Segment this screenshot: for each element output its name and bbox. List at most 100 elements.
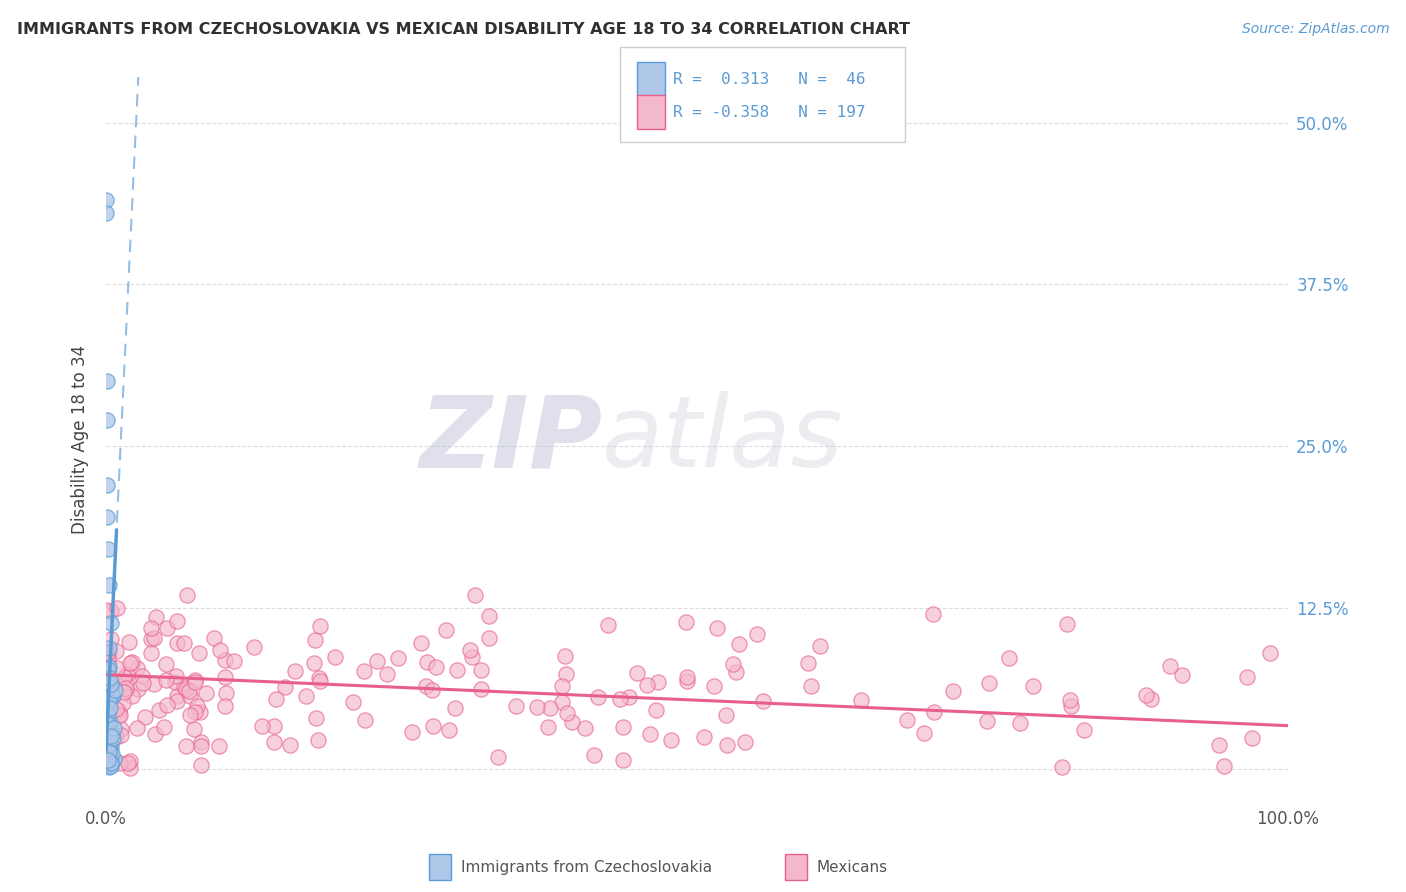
Point [174, 682, 197, 697]
Point [179, 708, 201, 723]
Point [307, 732, 329, 747]
Point [97, 651, 120, 665]
Point [118, 656, 141, 670]
Point [422, 718, 444, 732]
Point [214, 698, 236, 713]
Point [703, 679, 725, 693]
Text: atlas: atlas [602, 391, 844, 488]
Point [96, 206, 118, 220]
Y-axis label: Disability Age 18 to 34: Disability Age 18 to 34 [72, 345, 89, 534]
Point [752, 694, 775, 708]
Point [444, 701, 467, 715]
Point [190, 735, 212, 749]
Point [998, 651, 1021, 665]
Point [96, 477, 118, 491]
Point [411, 636, 433, 650]
Point [304, 633, 326, 648]
Point [280, 738, 302, 752]
Point [1060, 698, 1083, 713]
Point [675, 673, 697, 688]
Point [156, 622, 179, 636]
Point [375, 666, 398, 681]
Point [139, 646, 162, 660]
Point [166, 690, 188, 704]
Point [163, 675, 186, 690]
Point [100, 632, 122, 646]
Point [118, 761, 141, 775]
Point [103, 731, 125, 745]
Point [609, 691, 631, 706]
Point [103, 752, 125, 766]
Point [645, 703, 668, 717]
Point [96, 375, 118, 389]
Point [716, 708, 738, 723]
Point [425, 659, 447, 673]
Point [1073, 723, 1095, 737]
Point [105, 702, 128, 716]
Point [675, 615, 697, 629]
Point [98, 753, 121, 767]
Point [141, 632, 163, 647]
Point [98, 760, 121, 774]
Point [215, 686, 238, 700]
Point [105, 661, 128, 675]
Point [1021, 679, 1043, 693]
Point [104, 730, 127, 744]
Point [446, 663, 468, 677]
Point [98, 660, 121, 674]
Point [98, 737, 121, 751]
Point [551, 679, 574, 693]
Point [139, 621, 162, 635]
Point [98, 578, 121, 592]
Text: Source: ZipAtlas.com: Source: ZipAtlas.com [1241, 22, 1389, 37]
Point [415, 679, 437, 693]
Point [295, 690, 318, 704]
Point [619, 690, 641, 704]
Point [184, 673, 207, 688]
Point [155, 673, 177, 687]
Point [125, 721, 148, 735]
Point [612, 720, 634, 734]
Point [127, 682, 149, 697]
Text: Immigrants from Czechoslovakia: Immigrants from Czechoslovakia [461, 860, 713, 874]
Point [263, 719, 285, 733]
Point [716, 738, 738, 752]
Point [554, 667, 576, 681]
Point [176, 739, 198, 753]
Point [108, 704, 131, 718]
Point [101, 689, 124, 703]
Point [561, 714, 583, 729]
Point [706, 621, 728, 635]
Point [305, 711, 328, 725]
Point [98, 746, 121, 760]
Point [922, 607, 945, 621]
Point [250, 719, 273, 733]
Point [100, 759, 122, 773]
Point [184, 705, 207, 719]
Point [1139, 692, 1161, 706]
Point [896, 713, 918, 727]
Point [460, 649, 482, 664]
Point [148, 703, 170, 717]
Point [165, 669, 187, 683]
Point [464, 588, 486, 602]
Point [97, 747, 120, 761]
Point [98, 644, 121, 658]
Point [1050, 759, 1073, 773]
Point [98, 684, 121, 698]
Point [808, 640, 831, 654]
Text: R =  0.313   N =  46: R = 0.313 N = 46 [673, 72, 866, 87]
Point [586, 690, 609, 704]
Point [797, 656, 820, 670]
Point [97, 694, 120, 708]
Point [104, 682, 127, 697]
Point [131, 675, 153, 690]
Point [98, 716, 121, 731]
Point [979, 676, 1001, 690]
Point [127, 661, 149, 675]
Point [166, 694, 188, 708]
Point [111, 673, 134, 687]
Point [208, 643, 231, 657]
Point [308, 671, 330, 685]
Point [115, 682, 138, 697]
